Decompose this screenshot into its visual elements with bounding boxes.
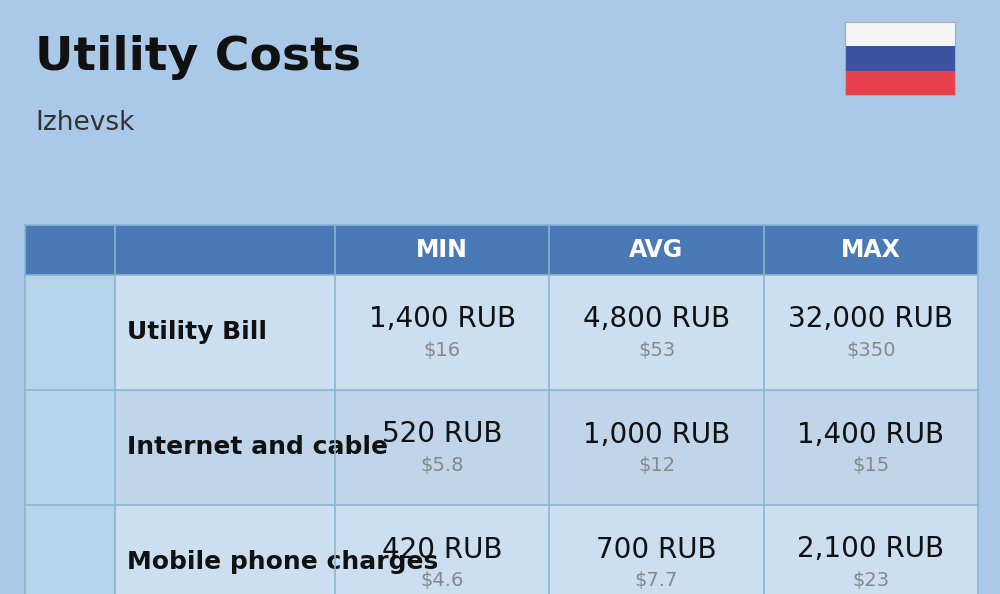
- Bar: [25, 275, 115, 390]
- Bar: [25, 275, 978, 390]
- Text: $7.7: $7.7: [635, 571, 678, 590]
- Text: 2,100 RUB: 2,100 RUB: [797, 536, 944, 564]
- Text: MIN: MIN: [416, 238, 468, 262]
- Text: $53: $53: [638, 341, 675, 360]
- Text: Mobile phone charges: Mobile phone charges: [127, 551, 438, 574]
- Bar: [845, 71, 955, 95]
- Text: 420 RUB: 420 RUB: [382, 536, 502, 564]
- Bar: [25, 505, 978, 594]
- Text: 1,400 RUB: 1,400 RUB: [369, 305, 516, 333]
- Text: $5.8: $5.8: [420, 456, 464, 475]
- Text: $15: $15: [852, 456, 889, 475]
- Text: $12: $12: [638, 456, 675, 475]
- Text: AVG: AVG: [629, 238, 684, 262]
- Text: Internet and cable: Internet and cable: [127, 435, 388, 460]
- Text: Utility Costs: Utility Costs: [35, 35, 361, 80]
- Bar: [845, 22, 955, 95]
- Text: $16: $16: [424, 341, 461, 360]
- Text: 1,000 RUB: 1,000 RUB: [583, 421, 730, 448]
- Text: $23: $23: [852, 571, 889, 590]
- Text: MAX: MAX: [841, 238, 901, 262]
- Text: $350: $350: [846, 341, 896, 360]
- Bar: [25, 505, 115, 594]
- Text: 32,000 RUB: 32,000 RUB: [788, 305, 953, 333]
- Text: $4.6: $4.6: [420, 571, 464, 590]
- Text: 520 RUB: 520 RUB: [382, 421, 502, 448]
- Text: 1,400 RUB: 1,400 RUB: [797, 421, 944, 448]
- Bar: [25, 225, 978, 275]
- Text: Utility Bill: Utility Bill: [127, 321, 267, 345]
- Text: 700 RUB: 700 RUB: [596, 536, 717, 564]
- Text: Izhevsk: Izhevsk: [35, 110, 134, 136]
- Bar: [25, 390, 978, 505]
- Bar: [25, 390, 115, 505]
- Bar: [845, 22, 955, 46]
- Bar: [845, 46, 955, 71]
- Text: 4,800 RUB: 4,800 RUB: [583, 305, 730, 333]
